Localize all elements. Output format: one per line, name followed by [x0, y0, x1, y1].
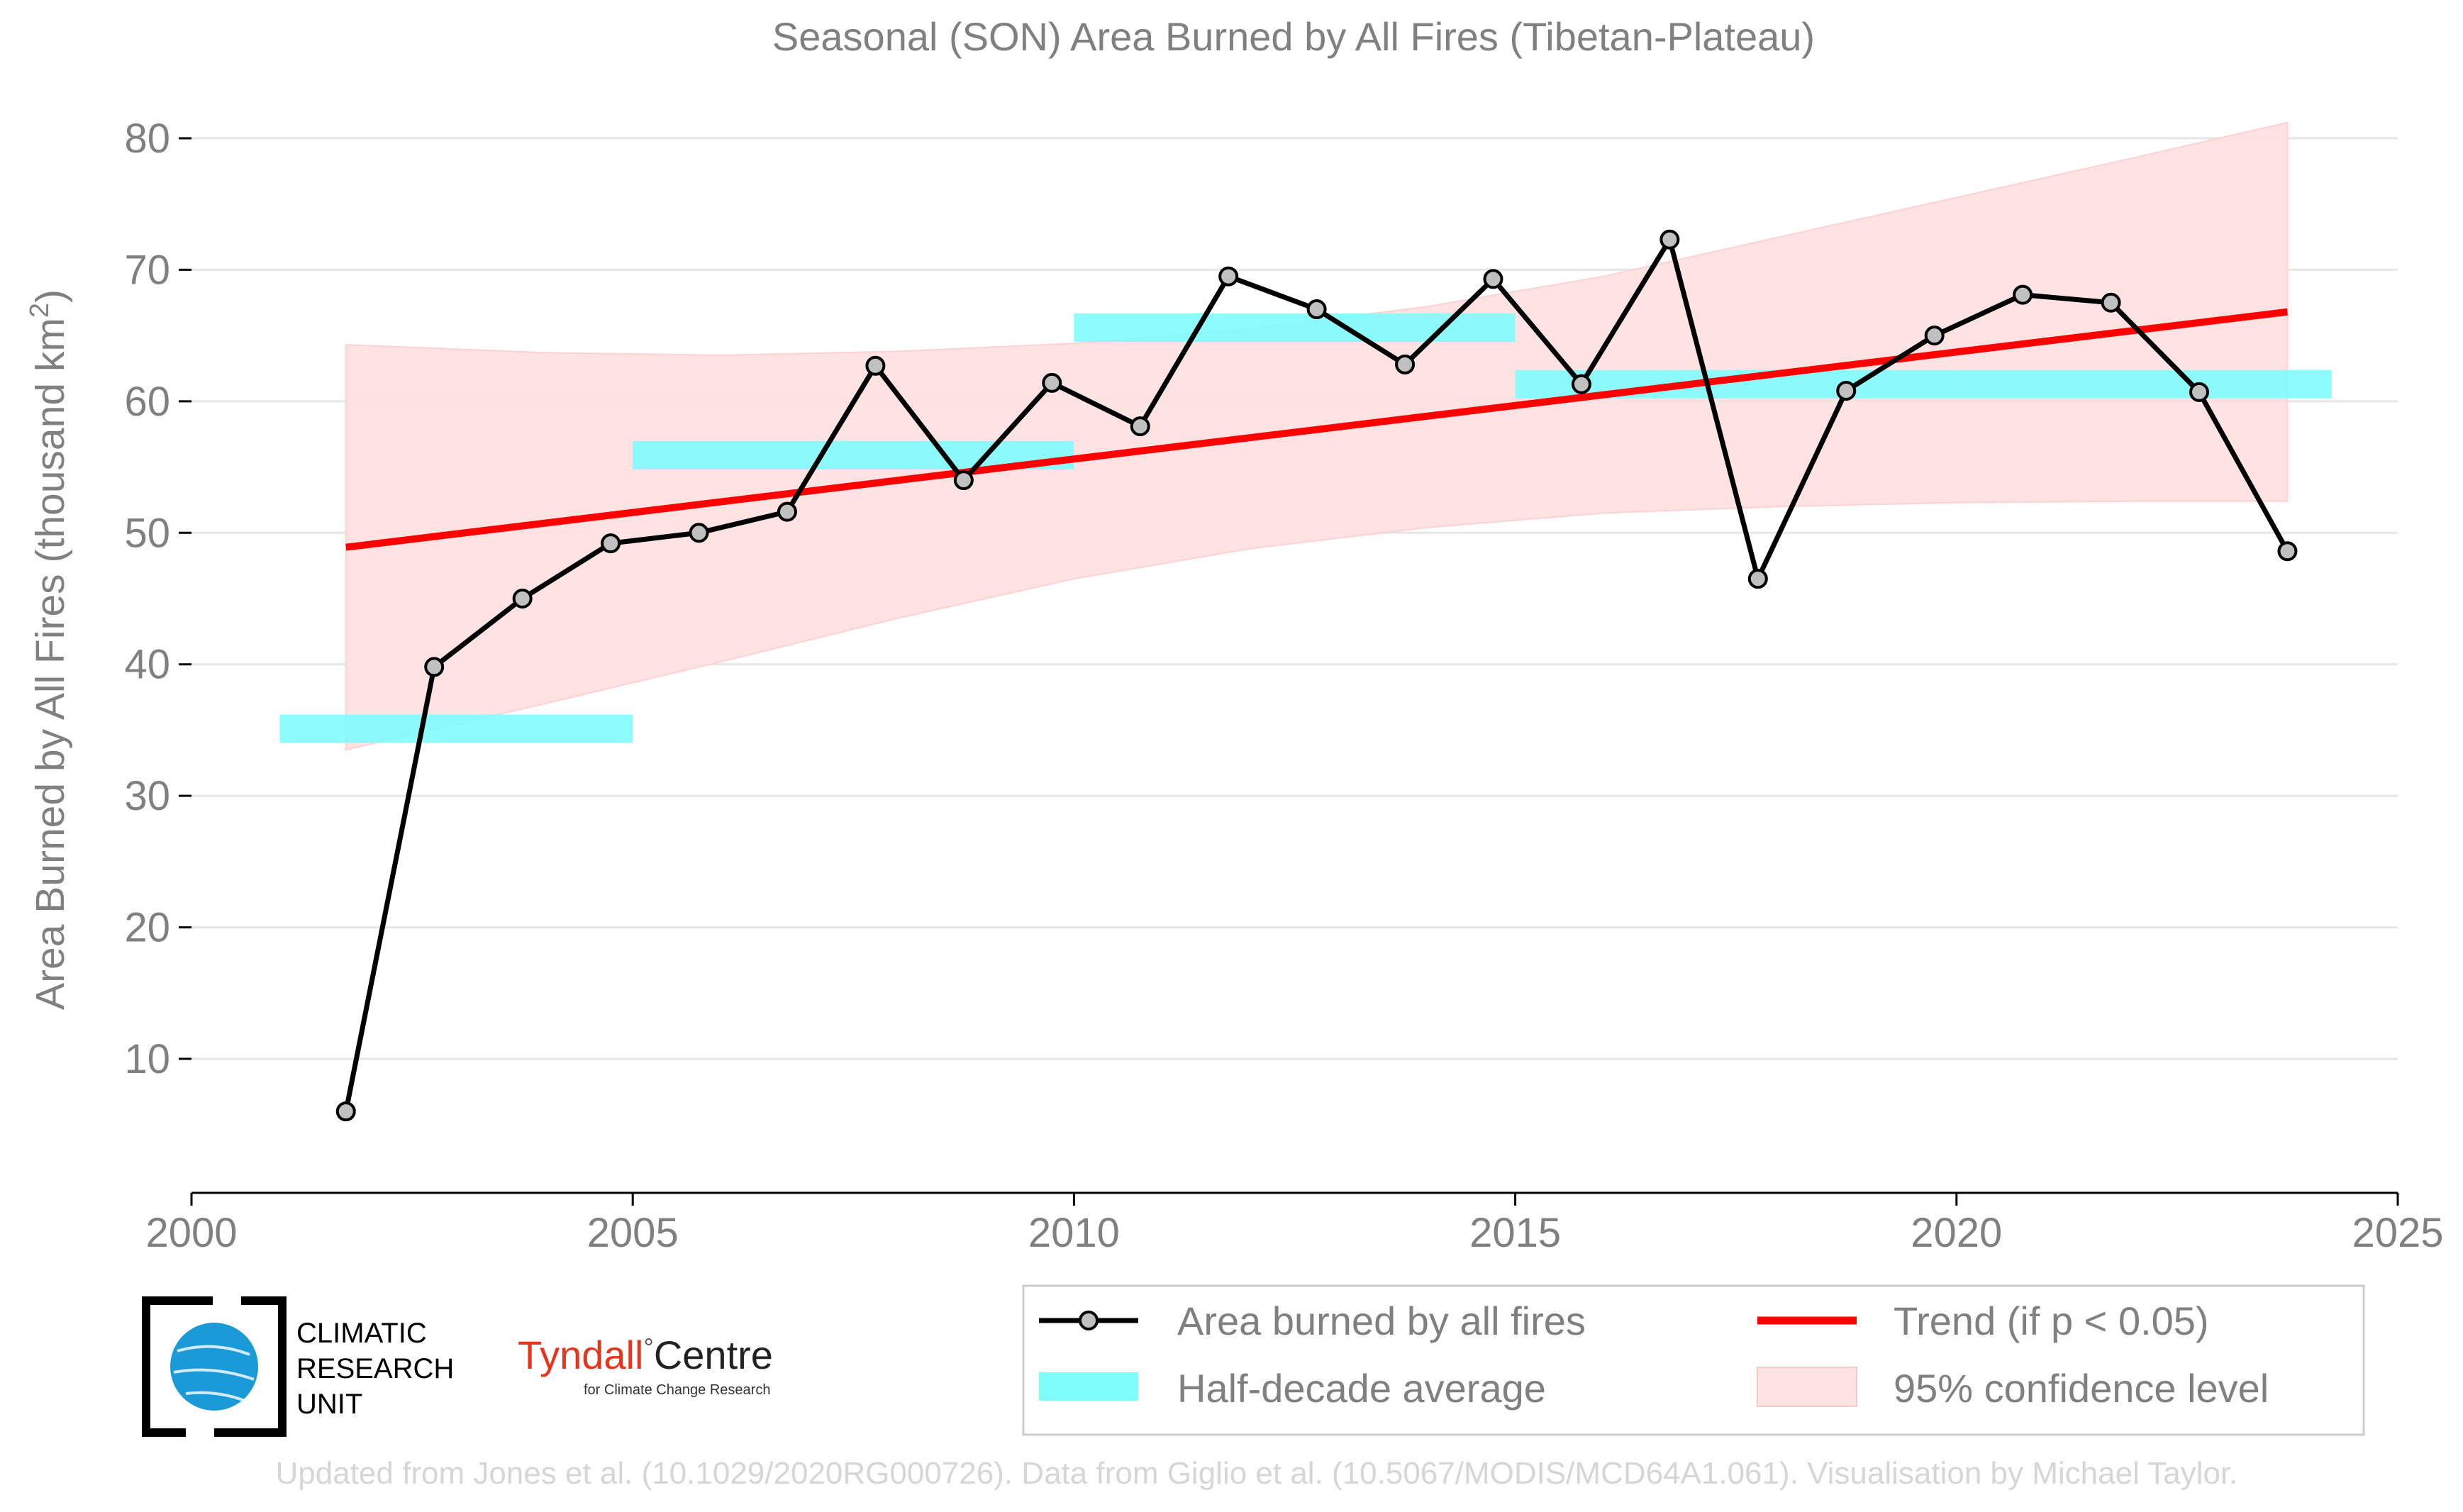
x-tick-label-2025: 2025	[2352, 1210, 2443, 1256]
cru-logo: CLIMATIC RESEARCH UNIT	[142, 1292, 454, 1441]
legend-swatch-confidence	[1757, 1367, 1857, 1407]
legend-swatch-marker	[1079, 1311, 1099, 1330]
data-point-18	[1924, 326, 1945, 346]
x-tick-label-2015: 2015	[1469, 1210, 1561, 1256]
axes	[179, 137, 2399, 1206]
x-tick-label-2020: 2020	[1911, 1210, 2002, 1256]
data-point-21	[2189, 382, 2210, 402]
trend-line-group	[345, 308, 2289, 551]
y-axis-label-end: )	[28, 289, 73, 303]
data-point-7	[953, 470, 974, 491]
legend-label-confidence: 95% confidence level	[1894, 1366, 2269, 1411]
y-tick-label-60: 60	[124, 379, 170, 425]
data-point-8	[1042, 372, 1062, 393]
data-point-12	[1395, 354, 1416, 374]
tick-labels: 10 20 30 40 50 60 70 80 2000 2005 2010 2015 2020 2025	[124, 116, 2443, 1256]
data-point-16	[1747, 569, 1768, 589]
half-decade-bar-0	[279, 714, 633, 743]
y-tick-label-40: 40	[124, 642, 170, 688]
y-tick-label-20: 20	[124, 905, 170, 951]
chart-title: Seasonal (SON) Area Burned by All Fires …	[772, 14, 1815, 59]
data-point-5	[777, 501, 797, 522]
y-tick-label-30: 30	[124, 773, 170, 819]
cru-logo-frame-gap-top	[213, 1292, 241, 1309]
y-tick-label-80: 80	[124, 116, 170, 162]
globe-icon	[170, 1323, 258, 1411]
y-tick-label-70: 70	[124, 247, 170, 293]
tyndall-centre: Centre	[654, 1333, 773, 1377]
data-point-4	[689, 523, 709, 543]
data-point-9	[1130, 416, 1150, 437]
legend-label-series: Area burned by all fires	[1177, 1299, 1586, 1343]
data-point-14	[1571, 374, 1591, 394]
half-decade-bar-2	[1074, 313, 1516, 343]
tyndall-logo: Tyndall°Centre for Climate Change Resear…	[518, 1333, 773, 1398]
data-point-17	[1836, 381, 1857, 401]
tyndall-logo-sub: for Climate Change Research	[584, 1382, 770, 1398]
data-point-3	[601, 533, 621, 554]
tyndall-degree: °	[643, 1333, 653, 1362]
y-tick-label-50: 50	[124, 510, 170, 556]
cru-logo-line-2: RESEARCH	[296, 1353, 454, 1384]
y-axis-label-sup: 2	[25, 303, 55, 318]
confidence-band-area	[345, 121, 2289, 751]
data-point-15	[1659, 229, 1680, 250]
legend-frame	[1022, 1284, 2365, 1436]
y-axis-label: Area Burned by All Fires (thousand km2)	[25, 289, 73, 1010]
data-point-22	[2277, 541, 2298, 562]
data-point-6	[865, 355, 886, 376]
series-line-group	[335, 229, 2298, 1122]
cru-logo-line-1: CLIMATIC	[296, 1318, 427, 1349]
data-point-19	[2013, 284, 2033, 305]
data-point-10	[1218, 266, 1239, 287]
tyndall-logo-title: Tyndall°Centre	[518, 1333, 773, 1377]
y-axis-label-main: Area Burned by All Fires (thousand km	[28, 318, 73, 1010]
cru-logo-line-3: UNIT	[296, 1389, 362, 1420]
tyndall-name: Tyndall	[518, 1333, 643, 1377]
data-point-20	[2101, 292, 2121, 313]
data-point-11	[1306, 299, 1327, 320]
globe-icon-lines	[173, 1345, 255, 1402]
legend-label-trend: Trend (if p < 0.05)	[1894, 1299, 2209, 1343]
legend: Area burned by all fires Trend (if p < 0…	[1022, 1284, 2365, 1436]
cru-logo-frame-gap-bottom	[186, 1424, 214, 1441]
data-point-1	[424, 657, 445, 677]
data-point-13	[1483, 269, 1503, 289]
confidence-band	[345, 121, 2289, 751]
trend-line	[345, 308, 2289, 551]
data-point-2	[512, 589, 533, 608]
legend-swatch-halfdecade	[1039, 1372, 1138, 1401]
data-point-0	[335, 1101, 356, 1122]
x-tick-label-2005: 2005	[587, 1210, 679, 1256]
x-tick-label-2010: 2010	[1028, 1210, 1120, 1256]
legend-label-halfdecade: Half-decade average	[1177, 1366, 1546, 1411]
x-tick-label-2000: 2000	[145, 1210, 237, 1256]
half-decade-bar-4	[1956, 369, 2332, 399]
footer-credit: Updated from Jones et al. (10.1029/2020R…	[276, 1456, 2238, 1491]
y-tick-label-10: 10	[124, 1036, 170, 1082]
